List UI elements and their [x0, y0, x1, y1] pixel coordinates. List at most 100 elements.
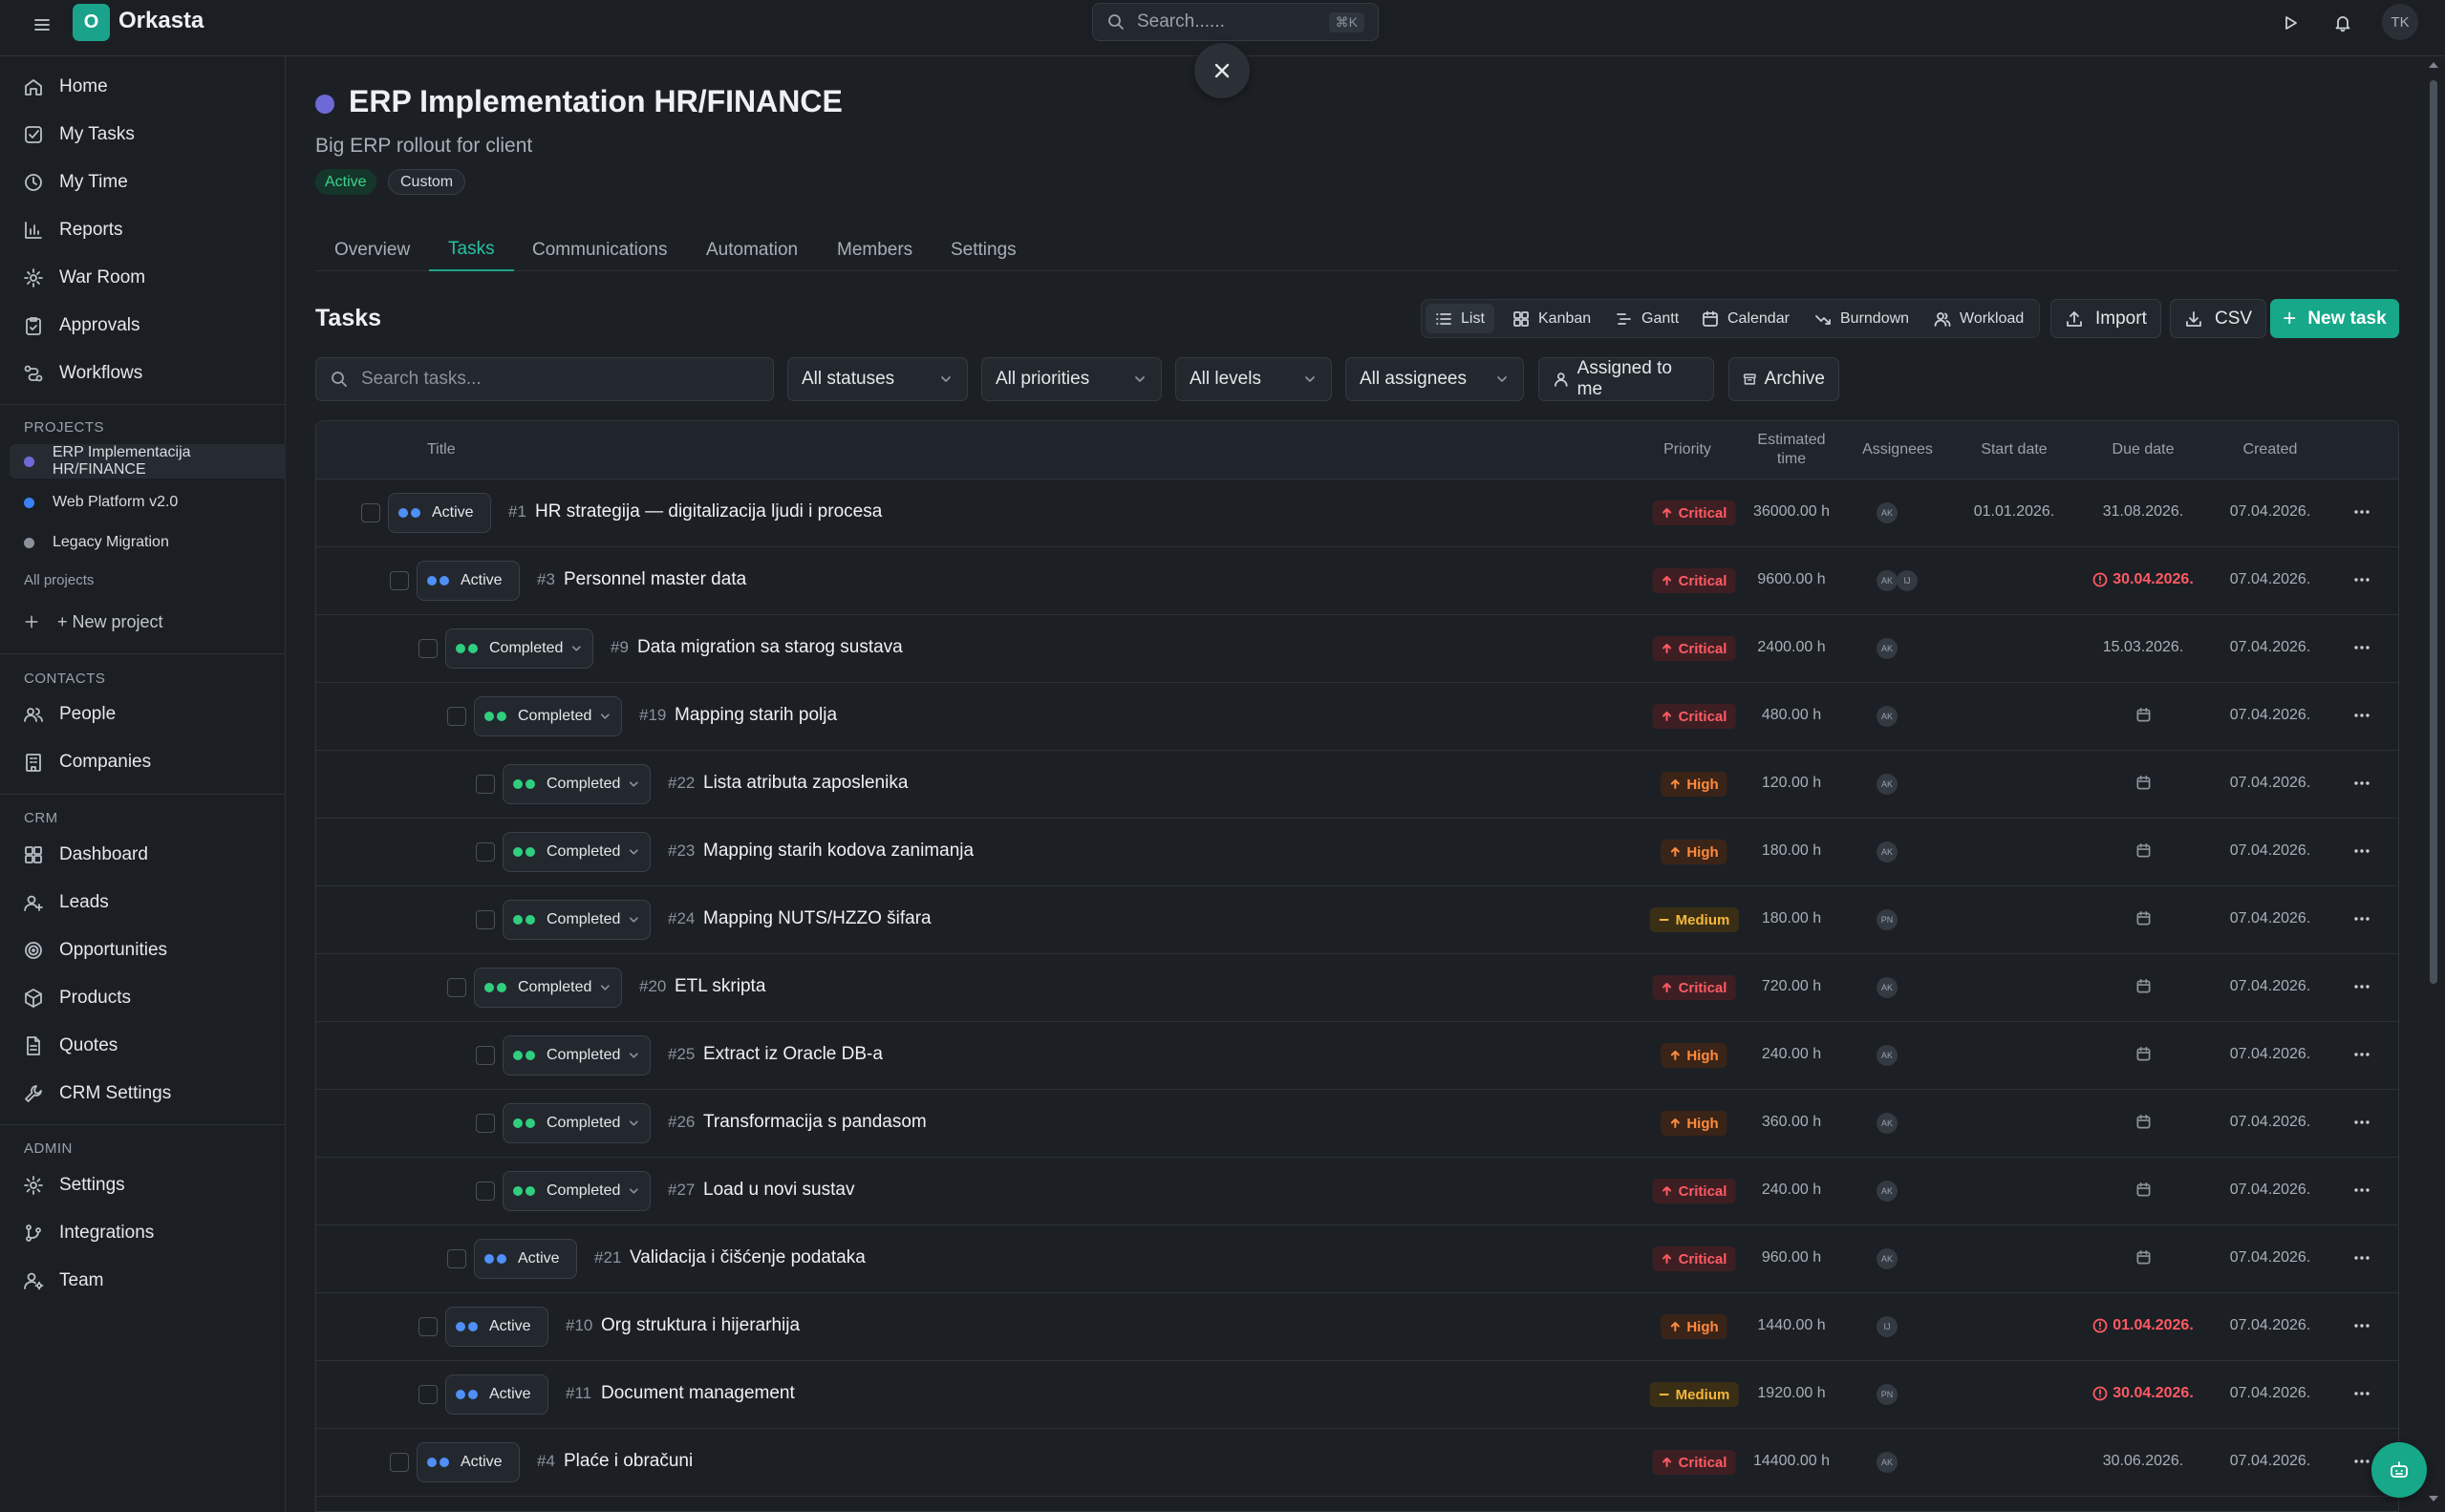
row-more-icon[interactable]: [2349, 906, 2374, 931]
row-checkbox[interactable]: [418, 639, 438, 658]
csv-export-button[interactable]: CSV: [2170, 299, 2267, 338]
tab-automation[interactable]: Automation: [706, 240, 799, 260]
assignee-filter-select[interactable]: All assignees: [1345, 357, 1524, 401]
row-more-icon[interactable]: [2349, 635, 2374, 660]
calendar-icon[interactable]: [2135, 707, 2152, 723]
priority-badge[interactable]: High: [1661, 840, 1727, 864]
status-dropdown[interactable]: Completed: [503, 764, 651, 804]
task-title[interactable]: Lista atributa zaposlenika: [703, 773, 909, 793]
sidebar-item-approvals[interactable]: Approvals: [10, 305, 277, 347]
due-date[interactable]: 30.04.2026.: [2076, 1385, 2210, 1402]
sidebar-item-reports[interactable]: Reports: [10, 209, 277, 251]
view-burndown-button[interactable]: Burndown: [1805, 304, 1919, 333]
calendar-icon[interactable]: [2135, 1249, 2152, 1266]
task-title[interactable]: Org struktura i hijerarhija: [601, 1315, 801, 1335]
status-dropdown[interactable]: Completed: [474, 696, 622, 736]
table-row[interactable]: Completed #23 Mapping starih kodova zanima…: [316, 819, 2398, 886]
table-row[interactable]: Completed #20 ETL skripta Critical 720.00 h A…: [316, 954, 2398, 1022]
sidebar-project-web-platform[interactable]: Web Platform v2.0: [10, 485, 286, 520]
assignee-avatar[interactable]: PN: [1877, 909, 1898, 930]
row-checkbox[interactable]: [476, 1114, 495, 1133]
priority-badge[interactable]: High: [1661, 1043, 1727, 1068]
task-title[interactable]: HR strategija — digitalizacija ljudi i p…: [535, 501, 883, 522]
app-logo[interactable]: O: [73, 4, 110, 41]
status-dropdown[interactable]: Active: [474, 1239, 577, 1279]
column-header-start-date[interactable]: Start date: [1981, 441, 2048, 458]
sidebar-item-companies[interactable]: Companies: [10, 741, 277, 783]
due-date-picker[interactable]: [2076, 978, 2210, 994]
assignee-avatar[interactable]: AK: [1877, 1113, 1898, 1134]
view-kanban-button[interactable]: Kanban: [1503, 304, 1600, 333]
task-title[interactable]: Extract iz Oracle DB-a: [703, 1044, 883, 1064]
sidebar-project-erp[interactable]: ERP Implementacija HR/FINANCE: [10, 444, 286, 479]
assigned-to-me-toggle[interactable]: Assigned to me: [1538, 357, 1714, 401]
status-dropdown[interactable]: Completed: [503, 1171, 651, 1211]
assignee-avatar[interactable]: PN: [1877, 1384, 1898, 1405]
assignee-avatar[interactable]: AK: [1877, 706, 1898, 727]
calendar-icon[interactable]: [2135, 1182, 2152, 1198]
row-more-icon[interactable]: [2349, 1178, 2374, 1203]
column-header-assignees[interactable]: Assignees: [1862, 441, 1933, 458]
due-date-picker[interactable]: [2076, 1249, 2210, 1266]
table-row[interactable]: Completed #24 Mapping NUTS/HZZO šifara Medi…: [316, 886, 2398, 954]
user-avatar[interactable]: TK: [2382, 4, 2418, 40]
priority-badge[interactable]: High: [1661, 772, 1727, 797]
row-checkbox[interactable]: [390, 571, 409, 590]
calendar-icon[interactable]: [2135, 1046, 2152, 1062]
sidebar-item-quotes[interactable]: Quotes: [10, 1025, 277, 1067]
sidebar-item-leads[interactable]: Leads: [10, 882, 277, 924]
sidebar-item-integrations[interactable]: Integrations: [10, 1212, 277, 1254]
priority-badge[interactable]: Medium: [1649, 1382, 1739, 1407]
row-checkbox[interactable]: [447, 707, 466, 726]
global-search-input[interactable]: Search...... ⌘K: [1092, 3, 1379, 41]
row-more-icon[interactable]: [2349, 1110, 2374, 1135]
task-title[interactable]: Plaće i obračuni: [564, 1451, 694, 1471]
due-date-picker[interactable]: [2076, 775, 2210, 791]
assignee-avatar[interactable]: AK: [1877, 1248, 1898, 1269]
priority-badge[interactable]: Critical: [1652, 500, 1736, 525]
priority-badge[interactable]: High: [1661, 1314, 1727, 1339]
app-name[interactable]: Orkasta: [118, 8, 204, 33]
column-header-priority[interactable]: Priority: [1663, 441, 1711, 458]
task-title[interactable]: ETL skripta: [675, 976, 766, 996]
due-date[interactable]: 30.04.2026.: [2076, 571, 2210, 588]
task-title[interactable]: Data migration sa starog sustava: [637, 637, 903, 657]
priority-badge[interactable]: Critical: [1652, 568, 1736, 593]
sidebar-item-war-room[interactable]: War Room: [10, 257, 277, 299]
view-calendar-button[interactable]: Calendar: [1692, 304, 1799, 333]
table-row[interactable]: Active #21 Validacija i čišćenje podataka C…: [316, 1225, 2398, 1293]
row-checkbox[interactable]: [476, 1046, 495, 1065]
status-dropdown[interactable]: Completed: [503, 1103, 651, 1143]
new-task-button[interactable]: + New task: [2270, 299, 2399, 338]
sidebar-item-team[interactable]: Team: [10, 1260, 277, 1302]
sidebar-item-products[interactable]: Products: [10, 977, 277, 1019]
task-title[interactable]: Mapping starih polja: [675, 705, 838, 725]
assignee-avatar[interactable]: AK: [1877, 1181, 1898, 1202]
task-title[interactable]: Personnel master data: [564, 569, 747, 589]
due-date-picker[interactable]: [2076, 1182, 2210, 1198]
priority-badge[interactable]: High: [1661, 1111, 1727, 1136]
status-dropdown[interactable]: Completed: [503, 832, 651, 872]
assignee-avatar[interactable]: IJ: [1897, 570, 1918, 591]
assistant-bot-button[interactable]: [2371, 1442, 2427, 1498]
row-more-icon[interactable]: [2349, 771, 2374, 796]
due-date-picker[interactable]: [2076, 1046, 2210, 1062]
table-row[interactable]: Completed #9 Data migration sa starog sust…: [316, 615, 2398, 683]
due-date-picker[interactable]: [2076, 842, 2210, 859]
row-checkbox[interactable]: [476, 775, 495, 794]
task-title[interactable]: Transformacija s pandasom: [703, 1112, 927, 1132]
new-project-button[interactable]: + New project: [10, 601, 277, 643]
status-dropdown[interactable]: Active: [417, 1442, 520, 1482]
vertical-scrollbar[interactable]: [2430, 80, 2437, 984]
due-date[interactable]: 15.03.2026.: [2076, 639, 2210, 656]
task-title[interactable]: Validacija i čišćenje podataka: [630, 1247, 866, 1267]
all-projects-link[interactable]: All projects: [24, 572, 95, 588]
import-button[interactable]: Import: [2050, 299, 2161, 338]
calendar-icon[interactable]: [2135, 1114, 2152, 1130]
calendar-icon[interactable]: [2135, 978, 2152, 994]
row-checkbox[interactable]: [476, 1182, 495, 1201]
table-row[interactable]: Completed #19 Mapping starih polja Critical…: [316, 683, 2398, 751]
priority-badge[interactable]: Critical: [1652, 1179, 1736, 1203]
priority-filter-select[interactable]: All priorities: [981, 357, 1162, 401]
assignee-avatar[interactable]: AK: [1877, 774, 1898, 795]
